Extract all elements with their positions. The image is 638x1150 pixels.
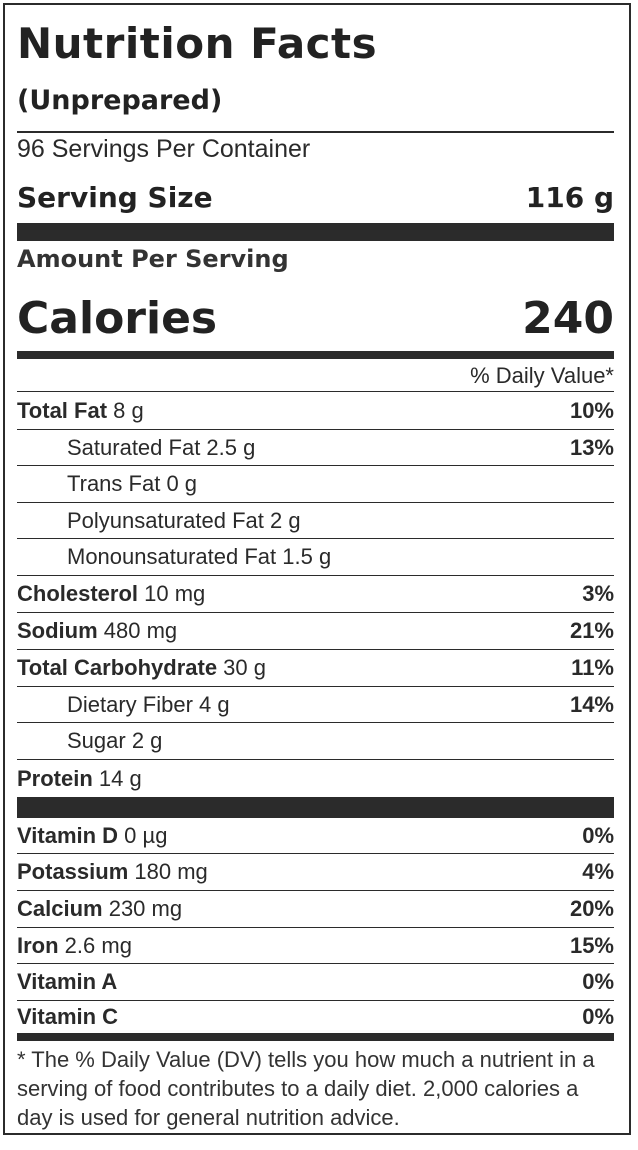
vitamin-row: Iron 2.6 mg 15% [17,927,614,963]
vitamin-daily-value: 20% [569,896,614,921]
nutrient-label: Polyunsaturated Fat [67,507,264,533]
nutrient-label: Trans Fat [67,471,161,496]
vitamin-label: Vitamin D [17,822,119,848]
nutrient-label: Dietary Fiber [67,691,193,717]
nutrient-label: Monounsaturated Fat [67,544,277,569]
nutrient-amount: 10 mg [138,581,206,606]
nutrient-label: Total Carbohydrate [17,655,218,680]
nutrient-label: Total Fat [17,397,108,423]
vitamin-row: Vitamin A 0% [17,963,614,1000]
divider-thick [17,223,614,241]
nutrient-name: Trans Fat 0 g [17,471,197,497]
label-title: Nutrition Facts [17,19,378,68]
nutrient-name: Total Fat 8 g [17,398,144,424]
nutrient-daily-value: 14% [569,691,614,717]
nutrient-amount: 1.5 g [276,544,332,569]
vitamin-name: Potassium 180 mg [17,859,208,885]
nutrient-amount: 2 g [263,507,301,533]
divider-thick-vitamins [17,797,614,817]
vitamin-label: Iron [17,932,59,958]
nutrient-label: Cholesterol [17,581,139,606]
nutrient-name: Saturated Fat 2.5 g [17,435,255,461]
divider-medium-footnote [17,1033,614,1041]
daily-value-footnote: * The % Daily Value (DV) tells you how m… [17,1047,595,1130]
calories-value: 240 [522,292,614,344]
divider-medium [17,351,614,359]
nutrient-name: Protein 14 g [17,766,142,792]
vitamin-row: Potassium 180 mg 4% [17,853,614,890]
nutrient-name: Cholesterol 10 mg [17,581,205,607]
vitamin-row: Calcium 230 mg 20% [17,890,614,927]
nutrient-label: Protein [17,765,93,791]
nutrition-label: Nutrition Facts (Unprepared) 96 Servings… [3,3,631,1135]
vitamin-name: Vitamin A [17,969,117,995]
nutrient-daily-value: 13% [569,434,614,460]
vitamin-name: Calcium 230 mg [17,896,182,922]
vitamin-label: Potassium [17,859,129,884]
vitamin-label: Calcium [17,896,103,921]
nutrient-label: Saturated Fat [67,434,201,460]
nutrient-row: Sodium 480 mg 21% [17,612,614,649]
nutrient-daily-value: 11% [571,655,614,680]
nutrient-name: Dietary Fiber 4 g [17,692,230,718]
vitamin-daily-value: 0% [582,969,614,994]
nutrition-label-body: Nutrition Facts (Unprepared) 96 Servings… [17,5,614,1133]
vitamin-label: Vitamin A [17,969,118,994]
vitamin-name: Iron 2.6 mg [17,933,132,959]
nutrient-daily-value: 10% [569,397,614,423]
nutrient-amount: 480 mg [97,618,178,643]
nutrient-row: Polyunsaturated Fat 2 g [17,502,614,538]
vitamin-row: Vitamin D 0 µg 0% [17,817,614,853]
nutrient-row: Total Fat 8 g 10% [17,391,614,429]
nutrient-amount: 2.5 g [200,434,256,460]
vitamin-name: Vitamin D 0 µg [17,823,167,849]
calories-row: Calories 240 [17,287,614,349]
serving-size-label: Serving Size [17,180,213,214]
nutrient-row: Saturated Fat 2.5 g 13% [17,429,614,465]
amount-per-serving: Amount Per Serving [17,245,289,273]
calories-label: Calories [17,292,218,344]
vitamin-amount: 180 mg [128,859,208,884]
nutrient-amount: 14 g [92,765,142,791]
vitamin-daily-value: 0% [582,822,614,848]
nutrient-name: Sodium 480 mg [17,618,177,644]
nutrient-row: Cholesterol 10 mg 3% [17,575,614,612]
nutrient-row: Sugar 2 g [17,722,614,759]
nutrient-name: Sugar 2 g [17,728,162,754]
serving-size-value: 116 g [525,180,614,214]
nutrient-amount: 8 g [107,397,144,423]
vitamin-amount: 230 mg [102,896,183,921]
label-subtitle: (Unprepared) [17,85,223,116]
nutrient-row: Dietary Fiber 4 g 14% [17,686,614,722]
nutrient-name: Monounsaturated Fat 1.5 g [17,544,331,570]
vitamin-name: Vitamin C [17,1004,118,1030]
vitamin-daily-value: 0% [582,1004,614,1029]
nutrient-daily-value: 21% [569,618,614,643]
nutrient-label: Sodium [17,618,98,643]
serving-size-row: Serving Size 116 g [17,177,614,217]
vitamin-daily-value: 15% [569,932,614,958]
nutrient-row: Total Carbohydrate 30 g 11% [17,649,614,686]
nutrient-amount: 2 g [125,728,163,753]
nutrient-row: Protein 14 g [17,759,614,797]
divider-thin [17,131,614,133]
vitamin-row: Vitamin C 0% [17,1000,614,1033]
nutrient-row: Trans Fat 0 g [17,465,614,502]
daily-value-header: % Daily Value* [470,363,614,388]
nutrient-daily-value: 3% [582,581,614,606]
nutrient-row: Monounsaturated Fat 1.5 g [17,538,614,575]
nutrient-name: Polyunsaturated Fat 2 g [17,508,301,534]
nutrient-label: Sugar [67,728,126,753]
vitamin-amount: 0 µg [118,822,168,848]
vitamin-label: Vitamin C [17,1004,119,1029]
nutrient-name: Total Carbohydrate 30 g [17,655,266,681]
servings-per-container: 96 Servings Per Container [17,135,311,163]
nutrient-amount: 30 g [217,655,266,680]
nutrient-amount: 0 g [160,471,198,496]
nutrient-amount: 4 g [192,691,230,717]
vitamin-amount: 2.6 mg [58,932,132,958]
vitamin-daily-value: 4% [582,859,614,884]
